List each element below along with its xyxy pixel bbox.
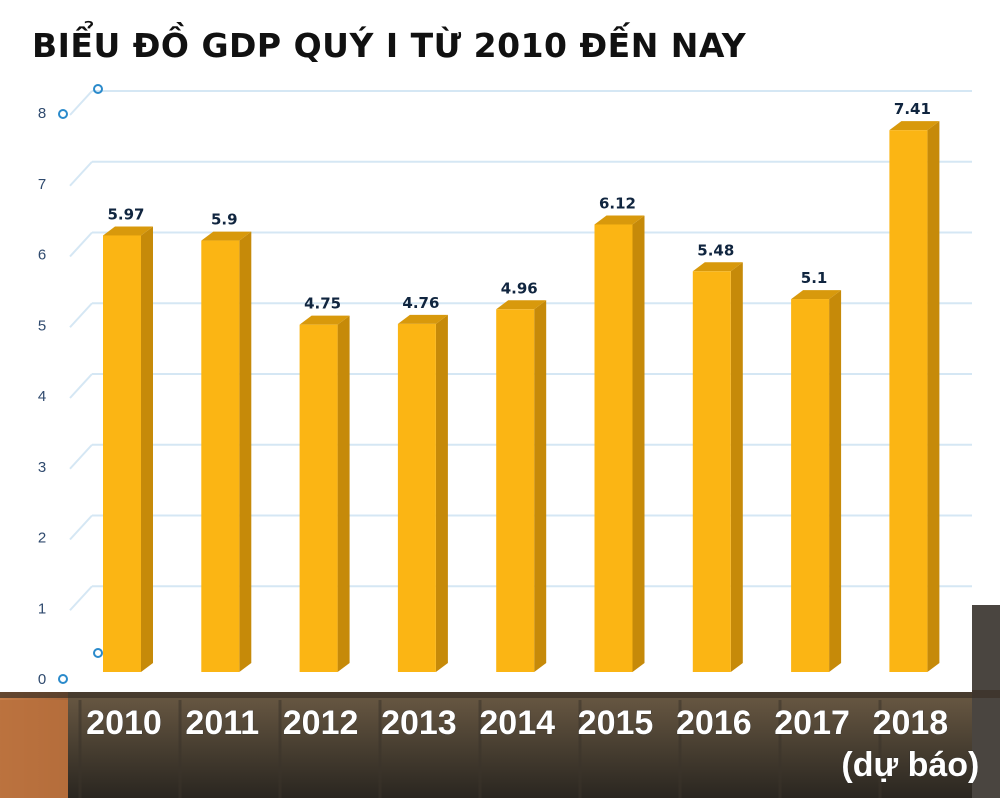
y-tick-label: 5 <box>38 317 46 334</box>
bar-2018 <box>889 121 940 673</box>
value-labels: 5.97 5.9 4.75 4.76 4.96 6.12 5.48 5.1 7.41 <box>107 100 930 313</box>
y-tick-label: 7 <box>38 176 46 193</box>
value-label: 5.1 <box>801 269 828 287</box>
value-label: 6.12 <box>599 194 636 212</box>
gridline-diag-6 <box>69 231 93 258</box>
axis-marker-8 <box>58 109 68 119</box>
axis-marker-base <box>93 648 103 658</box>
x-tick-label: 2013 <box>381 704 457 742</box>
bar-2011 <box>201 231 252 672</box>
bar-top <box>791 290 842 300</box>
bar-front <box>594 224 633 672</box>
gridline-diag-8 <box>69 90 93 116</box>
axis-markers <box>58 84 103 684</box>
value-label: 7.41 <box>894 100 931 118</box>
bar-2010 <box>103 226 153 672</box>
bar-side <box>829 290 842 672</box>
bar-2012 <box>299 315 350 672</box>
bar-side <box>927 121 940 673</box>
x-tick-label: 2015 <box>578 704 654 742</box>
axis-marker-top <box>93 84 103 94</box>
bar-2017 <box>791 290 842 672</box>
gridline-diag-3 <box>69 444 93 470</box>
gridline-diag-7 <box>69 161 93 187</box>
x-tick-label: 2014 <box>479 704 555 742</box>
bar-top <box>889 121 940 131</box>
bars <box>103 121 940 673</box>
gridline-diag-1 <box>69 585 93 611</box>
bar-front <box>692 271 731 672</box>
gridline-diag-5 <box>69 302 93 328</box>
bar-2014 <box>496 300 547 672</box>
bar-front <box>201 240 240 672</box>
y-tick-label: 8 <box>38 105 46 122</box>
bar-side <box>435 314 448 672</box>
value-label: 4.76 <box>402 294 439 312</box>
axis-marker-0 <box>58 674 68 684</box>
bar-front <box>397 323 436 672</box>
x-tick-label: 2012 <box>283 704 359 742</box>
x-tick-label: 2010 <box>86 704 162 742</box>
y-tick-label: 4 <box>38 388 46 405</box>
x-tick-label: 2017 <box>774 704 850 742</box>
bar-side <box>337 315 350 672</box>
bar-top <box>397 314 448 324</box>
y-tick-label: 6 <box>38 247 46 264</box>
bar-side <box>534 300 547 672</box>
y-tick-label: 3 <box>38 459 46 476</box>
bar-top <box>201 231 252 241</box>
gridline-diag-4 <box>69 373 93 399</box>
y-tick-label: 2 <box>38 530 46 547</box>
y-tick-label: 0 <box>38 671 46 688</box>
bar-2015 <box>594 215 645 672</box>
gridline-diag-2 <box>69 514 93 541</box>
bar-top <box>299 315 350 325</box>
y-tick-label: 1 <box>38 600 46 617</box>
bar-2016 <box>692 262 743 672</box>
bar-2013 <box>397 314 448 672</box>
x-tick-label: 2016 <box>676 704 752 742</box>
bar-front <box>103 235 141 672</box>
x-tick-note: (dự báo) <box>841 746 979 784</box>
y-axis-ticks: 0 1 2 3 4 5 6 7 8 <box>38 105 46 688</box>
bar-side <box>239 231 252 672</box>
bar-front <box>889 130 928 673</box>
bar-top <box>103 226 153 236</box>
value-label: 5.97 <box>107 205 144 223</box>
bar-top <box>692 262 743 272</box>
value-label: 4.75 <box>304 295 341 313</box>
x-axis-labels: 2010 2011 2012 2013 2014 2015 2016 2017 2018 (dự … <box>86 704 980 785</box>
bar-side <box>141 226 153 672</box>
x-tick-label: 2018 <box>873 704 949 742</box>
bar-top <box>496 300 547 310</box>
bar-side <box>730 262 743 672</box>
chart-title: BIỂU ĐỒ GDP QUÝ I TỪ 2010 ĐẾN NAY <box>32 26 747 65</box>
bar-top <box>594 215 645 225</box>
value-label: 5.48 <box>697 241 734 259</box>
x-tick-label: 2011 <box>185 704 259 742</box>
bar-front <box>496 309 535 672</box>
bar-front <box>791 299 830 672</box>
bar-front <box>299 324 338 672</box>
value-label: 4.96 <box>501 279 538 297</box>
bar-side <box>632 215 645 672</box>
value-label: 5.9 <box>211 211 238 229</box>
